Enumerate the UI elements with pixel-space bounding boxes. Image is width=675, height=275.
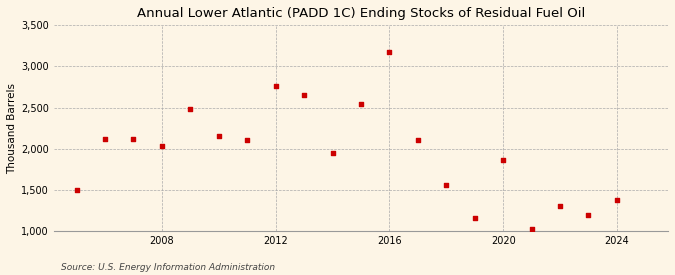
Point [412,138,423,142]
Point [497,158,508,163]
Text: Source: U.S. Energy Information Administration: Source: U.S. Energy Information Administ… [61,263,275,272]
Point [242,138,252,142]
Point [185,107,196,111]
Point [526,227,537,231]
Point [469,216,480,221]
Point [71,188,82,192]
Point [327,151,338,155]
Point [298,93,309,98]
Y-axis label: Thousand Barrels: Thousand Barrels [7,83,17,174]
Point [384,50,395,54]
Point [213,133,224,138]
Point [157,144,167,148]
Point [100,137,111,141]
Title: Annual Lower Atlantic (PADD 1C) Ending Stocks of Residual Fuel Oil: Annual Lower Atlantic (PADD 1C) Ending S… [137,7,585,20]
Point [128,137,139,141]
Point [270,84,281,89]
Point [356,102,367,106]
Point [583,213,594,217]
Point [441,183,452,187]
Point [555,204,566,209]
Point [612,198,622,202]
